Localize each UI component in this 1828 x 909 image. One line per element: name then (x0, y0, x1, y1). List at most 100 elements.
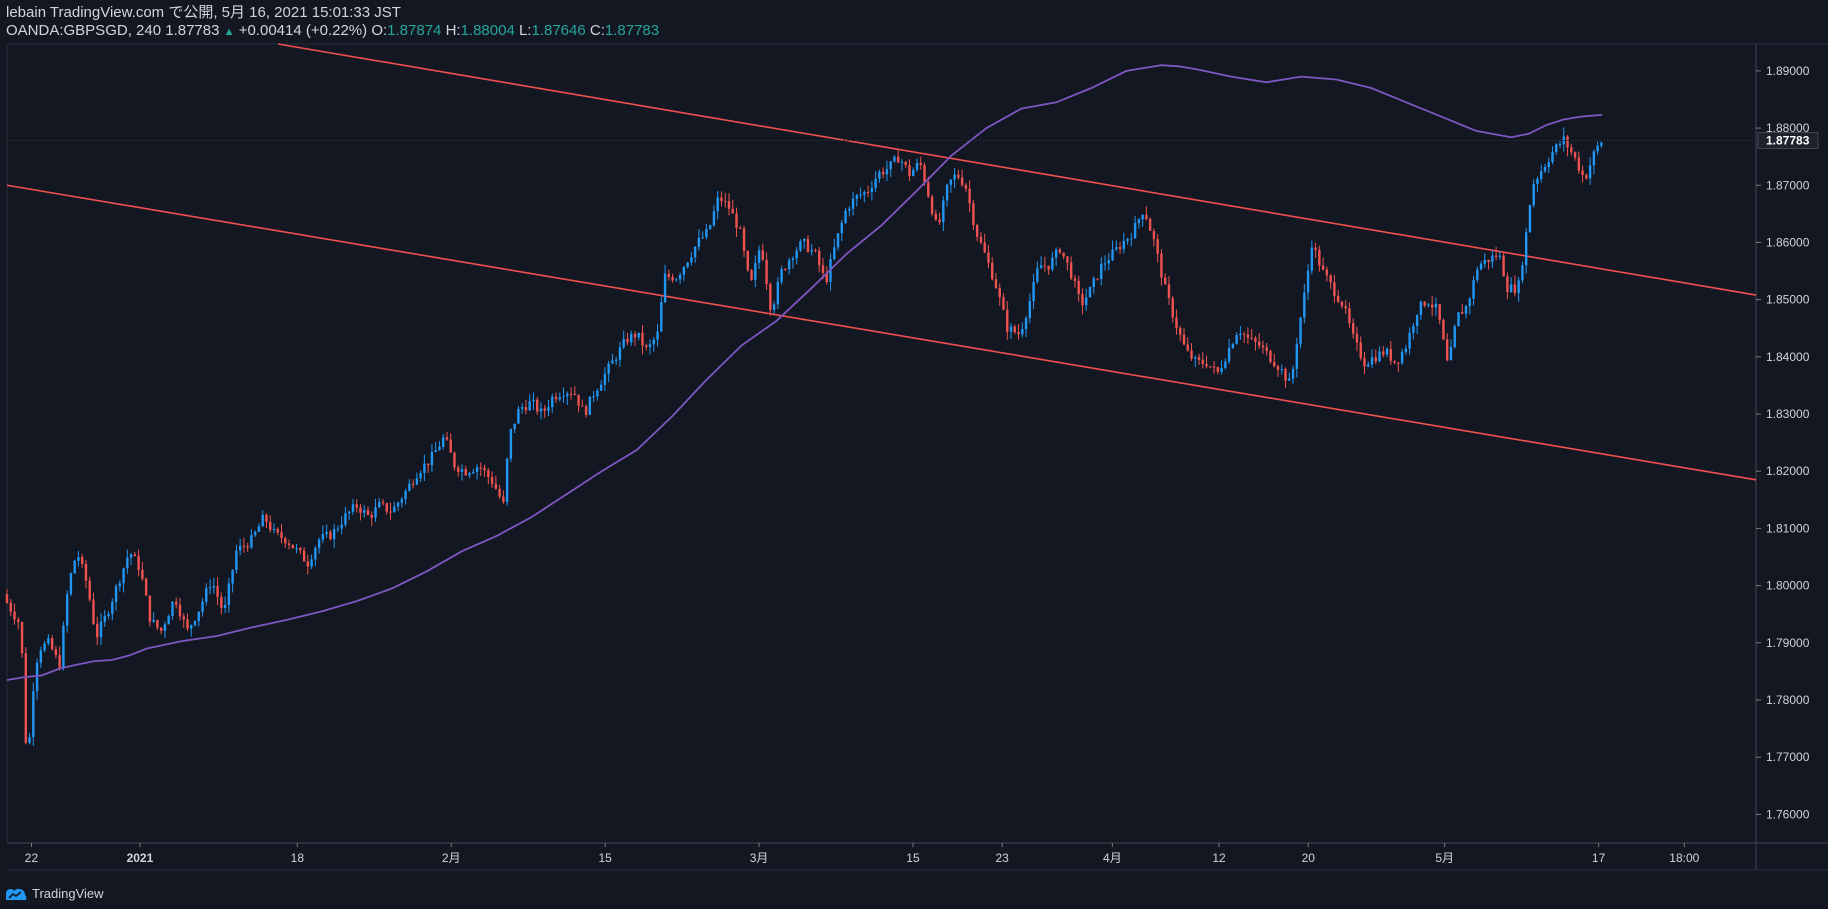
candle-body (569, 393, 573, 395)
candle (1524, 227, 1528, 274)
candle-body (434, 450, 437, 452)
candle (1197, 353, 1201, 365)
candle (1145, 206, 1148, 221)
candle (814, 248, 817, 253)
candle (284, 536, 287, 548)
candle-body (302, 550, 306, 562)
candle (1393, 360, 1396, 365)
candle-body (1585, 174, 1588, 179)
candle (614, 356, 618, 366)
candle-body (201, 601, 204, 612)
candle (1194, 355, 1197, 368)
candle (163, 621, 167, 639)
candle-body (1242, 333, 1246, 335)
candle-body (1224, 361, 1227, 368)
candle (675, 277, 678, 282)
candle (1408, 327, 1411, 355)
candle (351, 498, 355, 515)
candle-body (370, 514, 373, 518)
y-tick-label: 1.87000 (1766, 178, 1810, 192)
candle (1498, 251, 1502, 261)
x-tick-label: 15 (598, 851, 612, 865)
candle (54, 645, 58, 659)
candle-body (88, 580, 91, 600)
candle-body (1314, 247, 1317, 250)
candle (332, 523, 336, 549)
candle-body (1205, 363, 1208, 367)
candle-body (1397, 362, 1400, 364)
candle (641, 325, 644, 355)
candle (1306, 264, 1310, 300)
candle (802, 238, 806, 249)
candle-body (400, 499, 404, 503)
candle (445, 431, 449, 442)
symbol-label[interactable]: OANDA:GBPSGD, 240 (6, 22, 162, 39)
candle-body (1261, 345, 1265, 348)
candle (1494, 246, 1498, 261)
candle-body (39, 650, 43, 663)
candle (750, 268, 753, 281)
candle-body (133, 554, 137, 557)
candle (190, 624, 193, 637)
candle (1468, 297, 1471, 315)
candle (1573, 151, 1577, 161)
candle (1148, 217, 1152, 231)
candle (1284, 367, 1287, 388)
candle (724, 192, 727, 208)
candle (9, 598, 12, 617)
candle-body (423, 463, 426, 474)
candle (1276, 364, 1280, 377)
candle (50, 635, 54, 651)
candle-body (671, 277, 674, 281)
candle-body (141, 569, 144, 579)
candle (88, 576, 91, 602)
candle (547, 399, 550, 417)
candle-body (1254, 337, 1257, 342)
candle-body (1186, 344, 1189, 351)
candle (1543, 164, 1547, 174)
candle-body (799, 241, 802, 251)
y-tick-label: 1.82000 (1766, 464, 1810, 478)
candle (1130, 232, 1133, 247)
candle (746, 250, 749, 273)
candle-body (1393, 360, 1396, 363)
candle (359, 503, 362, 521)
candle (599, 380, 603, 391)
candle-body (1509, 284, 1513, 293)
candle (761, 243, 765, 262)
candle (393, 501, 396, 513)
candle (551, 393, 554, 413)
candle-body (584, 406, 588, 415)
candle (475, 464, 479, 480)
candle (20, 621, 24, 658)
candle-body (1002, 297, 1005, 310)
candle (1528, 204, 1532, 233)
candle-body (442, 437, 445, 447)
candle-body (1051, 257, 1054, 270)
candle-body (347, 511, 351, 514)
candle (1577, 151, 1581, 174)
candle-body (1355, 333, 1359, 343)
candle (769, 282, 772, 316)
candle-body (175, 601, 178, 605)
candle (915, 158, 919, 173)
candle-body (994, 279, 998, 288)
candle (1190, 343, 1193, 362)
candle-body (949, 179, 953, 185)
y-tick-label: 1.77000 (1766, 750, 1810, 764)
tradingview-logo[interactable]: TradingView (4, 886, 104, 901)
candle (35, 658, 39, 700)
channel-lower-line (6, 184, 1757, 481)
candle-body (1325, 269, 1329, 276)
candle (449, 433, 452, 453)
candle (1325, 266, 1329, 282)
candle (1415, 314, 1419, 335)
candle-body (35, 662, 39, 692)
candle-body (1363, 358, 1366, 367)
candle (1600, 141, 1603, 149)
y-tick-label: 1.80000 (1766, 579, 1810, 593)
candle-body (904, 161, 907, 166)
candle-body (878, 171, 881, 179)
candle (1457, 311, 1460, 327)
